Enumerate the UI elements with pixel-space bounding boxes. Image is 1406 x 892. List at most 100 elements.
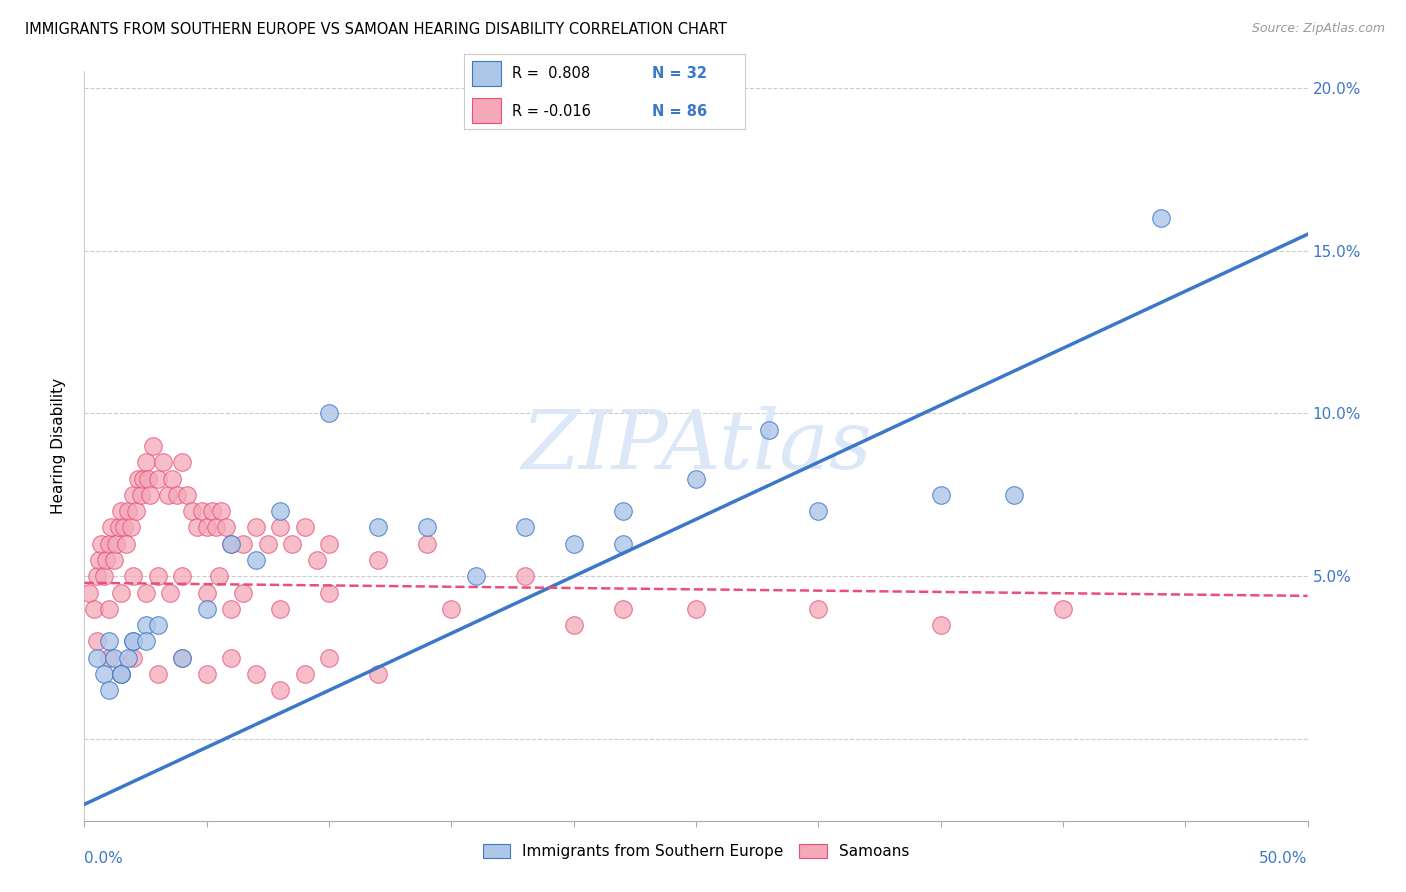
Point bbox=[135, 585, 157, 599]
Point bbox=[162, 472, 184, 486]
Point bbox=[200, 504, 222, 518]
Point bbox=[195, 667, 218, 681]
Point bbox=[1002, 488, 1025, 502]
Point bbox=[195, 585, 218, 599]
Point bbox=[318, 650, 340, 665]
Point bbox=[172, 650, 194, 665]
Text: R = -0.016: R = -0.016 bbox=[512, 104, 591, 120]
Point bbox=[219, 537, 242, 551]
Point bbox=[97, 602, 120, 616]
Point bbox=[77, 585, 100, 599]
Point bbox=[146, 472, 169, 486]
Point bbox=[245, 667, 267, 681]
Point bbox=[90, 537, 112, 551]
Point bbox=[122, 634, 145, 648]
Point bbox=[245, 553, 267, 567]
Point bbox=[232, 537, 254, 551]
Text: 0.0%: 0.0% bbox=[84, 851, 124, 866]
Point bbox=[110, 504, 132, 518]
Point bbox=[110, 667, 132, 681]
Point bbox=[172, 455, 194, 469]
Point bbox=[97, 537, 120, 551]
Point bbox=[612, 602, 634, 616]
Point bbox=[146, 618, 169, 632]
Point bbox=[96, 553, 118, 567]
Point bbox=[115, 537, 138, 551]
Point bbox=[172, 569, 194, 583]
Point bbox=[209, 504, 232, 518]
FancyBboxPatch shape bbox=[472, 98, 501, 123]
Point bbox=[159, 585, 181, 599]
Point bbox=[464, 569, 486, 583]
Point bbox=[294, 520, 316, 534]
Point bbox=[142, 439, 165, 453]
Point bbox=[117, 504, 139, 518]
Point bbox=[195, 602, 218, 616]
Point bbox=[305, 553, 328, 567]
Point bbox=[93, 667, 115, 681]
Point bbox=[257, 537, 280, 551]
Point bbox=[232, 585, 254, 599]
Point bbox=[125, 504, 148, 518]
Point bbox=[152, 455, 174, 469]
Point bbox=[86, 634, 108, 648]
Point bbox=[612, 537, 634, 551]
FancyBboxPatch shape bbox=[472, 62, 501, 87]
Point bbox=[416, 520, 439, 534]
Point bbox=[269, 520, 291, 534]
Point bbox=[103, 553, 125, 567]
Point bbox=[195, 520, 218, 534]
Point bbox=[758, 423, 780, 437]
Point bbox=[562, 537, 585, 551]
Point bbox=[1150, 211, 1173, 225]
Point bbox=[807, 504, 830, 518]
Point bbox=[117, 650, 139, 665]
Point bbox=[367, 553, 389, 567]
Point bbox=[245, 520, 267, 534]
Point bbox=[205, 520, 228, 534]
Point bbox=[208, 569, 231, 583]
Point bbox=[83, 602, 105, 616]
Point bbox=[176, 488, 198, 502]
Point bbox=[97, 650, 120, 665]
Point bbox=[685, 602, 707, 616]
Point bbox=[929, 618, 952, 632]
Point bbox=[219, 537, 242, 551]
Y-axis label: Hearing Disability: Hearing Disability bbox=[51, 378, 66, 514]
Point bbox=[86, 650, 108, 665]
Point bbox=[318, 585, 340, 599]
Point bbox=[136, 472, 159, 486]
Text: N = 32: N = 32 bbox=[652, 67, 707, 81]
Point bbox=[135, 455, 157, 469]
Point bbox=[219, 650, 242, 665]
Text: R =  0.808: R = 0.808 bbox=[512, 67, 591, 81]
Text: 50.0%: 50.0% bbox=[1260, 851, 1308, 866]
Point bbox=[562, 618, 585, 632]
Point bbox=[135, 634, 157, 648]
Point bbox=[105, 537, 128, 551]
Point bbox=[110, 667, 132, 681]
Point bbox=[269, 683, 291, 698]
Point bbox=[186, 520, 208, 534]
Point bbox=[1052, 602, 1074, 616]
Point bbox=[269, 602, 291, 616]
Point bbox=[281, 537, 304, 551]
Point bbox=[100, 520, 122, 534]
Text: IMMIGRANTS FROM SOUTHERN EUROPE VS SAMOAN HEARING DISABILITY CORRELATION CHART: IMMIGRANTS FROM SOUTHERN EUROPE VS SAMOA… bbox=[25, 22, 727, 37]
Point bbox=[139, 488, 162, 502]
Point bbox=[269, 504, 291, 518]
Point bbox=[129, 488, 152, 502]
Point bbox=[219, 602, 242, 616]
Point bbox=[318, 537, 340, 551]
Point bbox=[156, 488, 179, 502]
Point bbox=[86, 569, 108, 583]
Point bbox=[112, 520, 135, 534]
Point bbox=[97, 634, 120, 648]
Point bbox=[122, 488, 145, 502]
Point bbox=[513, 569, 536, 583]
Point bbox=[929, 488, 952, 502]
Point bbox=[110, 585, 132, 599]
Point bbox=[87, 553, 110, 567]
Text: N = 86: N = 86 bbox=[652, 104, 707, 120]
Point bbox=[181, 504, 204, 518]
